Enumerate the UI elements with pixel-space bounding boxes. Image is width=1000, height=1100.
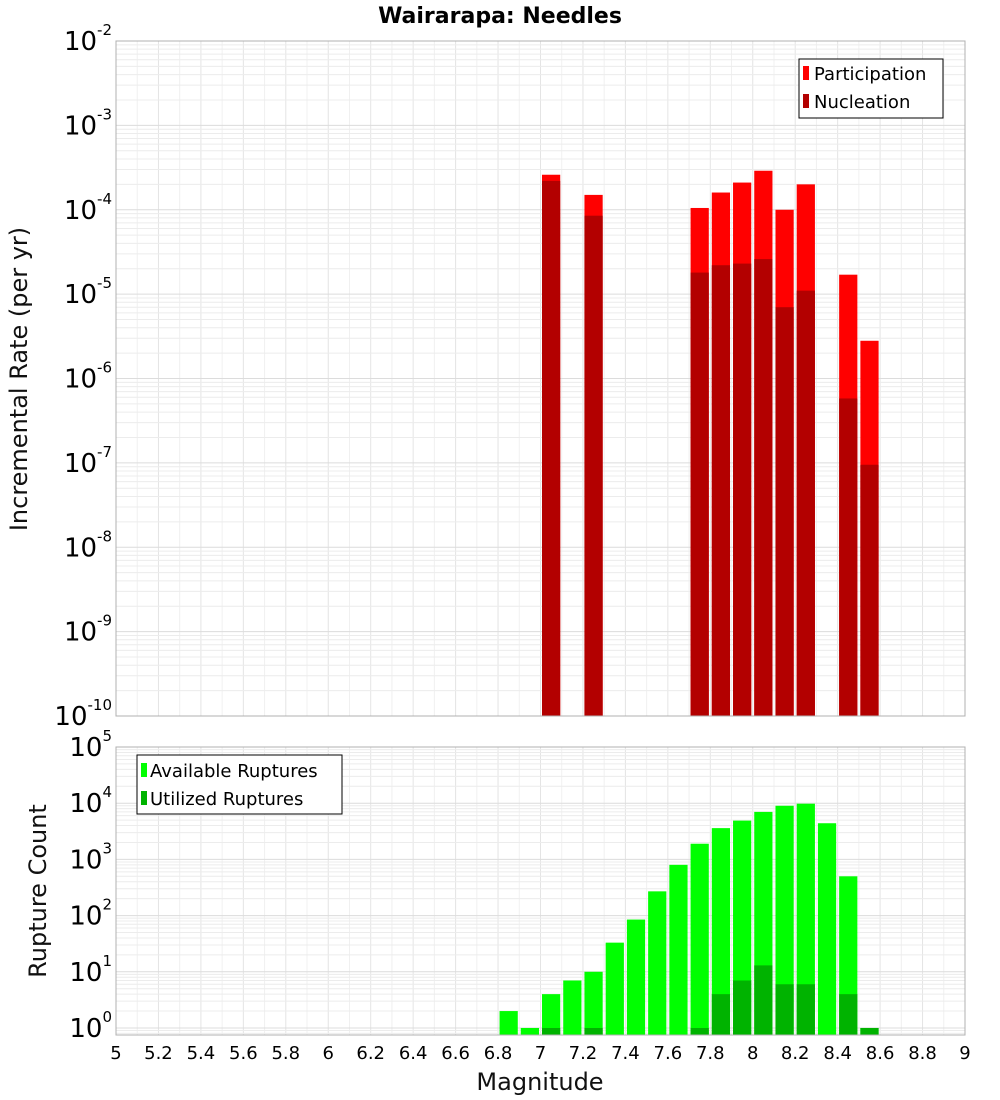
legend-swatch-available-ruptures xyxy=(141,763,147,777)
y-tick-label: 10-2 xyxy=(64,21,112,57)
top-legend: Participation Nucleation xyxy=(798,58,944,119)
bottom-legend: Available Ruptures Utilized Ruptures xyxy=(136,754,343,815)
nucleation-bar xyxy=(775,307,794,716)
available-ruptures-bar xyxy=(690,843,709,1035)
chart-title: Wairarapa: Needles xyxy=(378,4,622,29)
available-ruptures-bar xyxy=(520,1027,539,1035)
bottom-y-tick-labels: 100 101 102 103 104 105 xyxy=(69,727,112,1044)
available-ruptures-bar xyxy=(542,994,561,1035)
nucleation-bar xyxy=(711,265,731,716)
legend-label-utilized-ruptures: Utilized Ruptures xyxy=(150,789,303,810)
y-tick-label: 10-9 xyxy=(64,612,112,648)
nucleation-bar xyxy=(796,290,815,716)
x-tick-label: 5.8 xyxy=(271,1043,300,1064)
y-tick-label: 10-5 xyxy=(64,274,112,310)
available-ruptures-bar xyxy=(626,919,646,1035)
x-tick-label: 8.4 xyxy=(823,1043,852,1064)
available-ruptures-bar xyxy=(648,891,667,1035)
legend-swatch-nucleation xyxy=(803,94,809,108)
y-tick-label: 105 xyxy=(69,727,112,763)
x-tick-label: 7 xyxy=(535,1043,546,1064)
utilized-ruptures-bar xyxy=(542,1027,561,1035)
utilized-ruptures-bar xyxy=(796,984,815,1035)
available-ruptures-bar xyxy=(669,864,688,1035)
x-tick-label: 6.4 xyxy=(399,1043,428,1064)
y-tick-label: 101 xyxy=(69,952,112,988)
y-tick-label: 10-7 xyxy=(64,443,112,479)
bottom-plot-frame xyxy=(115,746,966,1036)
nucleation-bar xyxy=(542,180,561,716)
x-tick-label: 7.4 xyxy=(611,1043,640,1064)
y-tick-label: 10-10 xyxy=(54,696,112,732)
y-tick-label: 104 xyxy=(69,783,112,819)
y-tick-label: 10-8 xyxy=(64,527,112,563)
bottom-y-axis-label: Rupture Count xyxy=(24,804,52,978)
utilized-ruptures-bar xyxy=(775,984,794,1035)
utilized-ruptures-bar xyxy=(690,1027,709,1035)
x-tick-label: 5.4 xyxy=(187,1043,216,1064)
x-tick-label: 8.8 xyxy=(908,1043,937,1064)
available-ruptures-bar xyxy=(605,942,624,1035)
nucleation-bar xyxy=(584,215,603,717)
x-tick-label: 7.2 xyxy=(569,1043,598,1064)
nucleation-bar xyxy=(860,464,879,716)
utilized-ruptures-bar xyxy=(860,1027,879,1035)
x-tick-label: 8.2 xyxy=(781,1043,810,1064)
nucleation-bar xyxy=(733,263,752,716)
x-tick-label: 5 xyxy=(110,1043,121,1064)
legend-swatch-utilized-ruptures xyxy=(141,791,147,805)
x-tick-labels: 5 5.2 5.4 5.6 5.8 6 6.2 6.4 6.6 6.8 7 7.2 7.4 7.6 7.8 8… xyxy=(110,1043,970,1064)
available-ruptures-bar xyxy=(796,803,815,1035)
utilized-ruptures-bar xyxy=(733,980,752,1035)
y-tick-label: 10-3 xyxy=(64,105,112,141)
x-tick-label: 6.6 xyxy=(441,1043,470,1064)
available-ruptures-bar xyxy=(711,828,731,1035)
y-tick-label: 10-6 xyxy=(64,359,112,395)
available-ruptures-bar xyxy=(563,980,582,1035)
x-tick-label: 9 xyxy=(959,1043,970,1064)
x-tick-label: 5.2 xyxy=(144,1043,173,1064)
x-tick-label: 7.8 xyxy=(696,1043,725,1064)
x-tick-label: 6 xyxy=(323,1043,334,1064)
x-tick-label: 5.6 xyxy=(229,1043,258,1064)
top-plot-frame xyxy=(115,40,966,717)
legend-swatch-participation xyxy=(803,66,809,80)
available-ruptures-bar xyxy=(499,1011,518,1035)
y-tick-label: 100 xyxy=(69,1008,112,1044)
top-y-axis-label: Incremental Rate (per yr) xyxy=(5,227,33,531)
utilized-ruptures-bar xyxy=(754,965,773,1035)
y-tick-label: 102 xyxy=(69,896,112,932)
available-ruptures-bar xyxy=(775,805,794,1035)
y-tick-label: 10-4 xyxy=(64,190,112,226)
nucleation-bar xyxy=(839,398,858,716)
legend-label-nucleation: Nucleation xyxy=(814,92,910,113)
utilized-ruptures-bar xyxy=(839,994,858,1035)
x-tick-label: 7.6 xyxy=(654,1043,683,1064)
legend-label-participation: Participation xyxy=(814,64,926,85)
available-ruptures-bar xyxy=(817,823,837,1035)
x-tick-label: 6.2 xyxy=(356,1043,385,1064)
x-tick-label: 6.8 xyxy=(484,1043,513,1064)
available-ruptures-bar xyxy=(584,971,603,1035)
legend-label-available-ruptures: Available Ruptures xyxy=(150,761,318,782)
x-axis-label: Magnitude xyxy=(476,1068,603,1096)
utilized-ruptures-bar xyxy=(584,1027,603,1035)
nucleation-bar xyxy=(690,272,709,716)
top-plot-bars xyxy=(542,170,879,717)
utilized-ruptures-bar xyxy=(711,994,731,1035)
nucleation-bar xyxy=(754,259,773,716)
top-y-tick-labels: 10-10 10-9 10-8 10-7 10-6 10-5 10-4 10-3 10-2 xyxy=(54,21,112,732)
x-tick-label: 8 xyxy=(747,1043,758,1064)
x-tick-label: 8.6 xyxy=(866,1043,895,1064)
y-tick-label: 103 xyxy=(69,839,112,875)
top-plot-grid xyxy=(115,40,966,717)
bottom-plot-bars xyxy=(499,803,879,1035)
